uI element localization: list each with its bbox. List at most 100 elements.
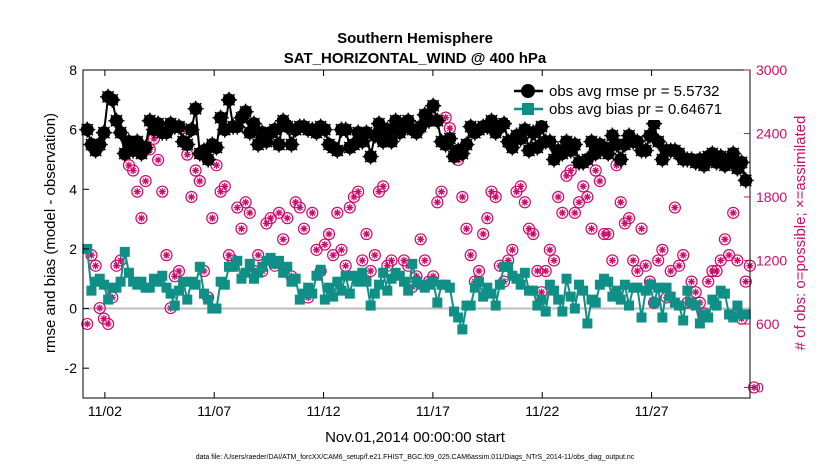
bias-point xyxy=(315,264,326,275)
count-assimilated-marker xyxy=(467,251,475,259)
count-assimilated-marker xyxy=(729,209,737,217)
bias-point xyxy=(203,294,214,305)
count-assimilated-marker xyxy=(387,256,396,265)
plot-frame xyxy=(82,69,751,399)
bias-point xyxy=(611,285,622,296)
count-assimilated-marker xyxy=(137,214,146,222)
count-assimilated-marker xyxy=(279,235,287,243)
bias-point xyxy=(248,273,259,284)
bias-point xyxy=(569,303,580,314)
count-assimilated-marker xyxy=(654,256,662,265)
x-tick-label: 11/02 xyxy=(88,403,122,419)
bias-point xyxy=(219,279,230,290)
bias-point xyxy=(319,294,330,305)
count-possible-marker xyxy=(677,249,690,262)
rmse-point-star xyxy=(579,151,596,168)
rmse-point-star xyxy=(637,142,654,159)
bias-point xyxy=(136,276,147,287)
count-possible-marker xyxy=(252,249,265,262)
count-assimilated-marker xyxy=(750,383,758,392)
count-assimilated-marker xyxy=(92,262,100,270)
rmse-point-star xyxy=(179,136,196,153)
legend-box xyxy=(508,78,748,120)
count-assimilated-marker xyxy=(608,256,616,265)
count-possible-marker xyxy=(185,190,198,204)
bias-point xyxy=(115,276,126,287)
count-possible-marker xyxy=(552,190,565,204)
x-tick-label: 11/27 xyxy=(635,403,669,419)
count-assimilated-marker xyxy=(267,214,275,222)
count-possible-marker xyxy=(460,222,473,235)
count-possible-marker xyxy=(581,190,594,204)
count-possible-marker xyxy=(702,275,715,288)
count-possible-marker xyxy=(377,180,390,193)
bias-point xyxy=(469,282,480,293)
count-possible-marker xyxy=(306,206,319,219)
bias-point xyxy=(182,294,193,305)
count-possible-marker xyxy=(318,238,331,251)
bias-point xyxy=(682,285,693,296)
bias-point xyxy=(403,285,414,296)
rmse-point-star xyxy=(183,121,200,138)
rmse-point-star xyxy=(187,100,204,117)
bias-point xyxy=(661,282,672,293)
count-assimilated-marker xyxy=(596,177,604,185)
count-assimilated-marker xyxy=(367,267,375,275)
count-assimilated-marker xyxy=(617,198,625,206)
count-assimilated-marker xyxy=(583,193,591,201)
count-assimilated-marker xyxy=(96,304,104,312)
bias-point xyxy=(165,288,176,299)
bias-point xyxy=(323,282,334,293)
count-possible-marker xyxy=(672,259,686,272)
count-assimilated-marker xyxy=(550,256,558,265)
bias-point xyxy=(690,300,701,311)
count-possible-marker xyxy=(710,264,723,278)
count-assimilated-marker xyxy=(333,209,341,217)
count-assimilated-marker xyxy=(667,267,675,275)
bias-point xyxy=(98,279,109,290)
count-possible-marker xyxy=(543,243,556,256)
bias-point xyxy=(490,300,501,311)
count-possible-marker xyxy=(431,196,444,209)
count-assimilated-marker xyxy=(187,193,196,201)
bias-point xyxy=(519,267,530,278)
bias-point xyxy=(294,294,305,305)
count-possible-marker xyxy=(172,264,186,278)
bias-point xyxy=(678,315,689,326)
bias-point xyxy=(265,252,276,263)
bias-point xyxy=(198,288,209,299)
count-assimilated-marker xyxy=(212,161,221,169)
bias-point xyxy=(607,291,618,302)
rmse-point-star xyxy=(91,136,108,153)
bias-point xyxy=(365,300,376,311)
count-assimilated-marker xyxy=(483,214,491,222)
count-assimilated-marker xyxy=(575,198,583,206)
bias-point xyxy=(361,276,372,287)
bias-point xyxy=(282,261,293,272)
bias-point xyxy=(528,285,539,296)
count-possible-marker xyxy=(435,185,448,198)
count-possible-marker xyxy=(627,254,640,267)
bias-point xyxy=(348,270,359,281)
y-tick-label-right: 600 xyxy=(756,316,780,332)
bias-point xyxy=(657,312,668,323)
bias-point xyxy=(244,258,255,269)
bias-point xyxy=(444,282,455,293)
rmse-point-star xyxy=(200,151,217,168)
y-tick-label-right: 1800 xyxy=(756,189,787,205)
bias-point xyxy=(153,276,164,287)
bias-point xyxy=(640,285,651,296)
count-possible-marker xyxy=(160,249,173,262)
count-possible-marker xyxy=(131,185,144,198)
count-assimilated-marker xyxy=(692,288,700,296)
count-assimilated-marker xyxy=(83,320,91,328)
count-possible-marker xyxy=(606,254,619,267)
rmse-point-star xyxy=(329,142,346,159)
bias-point xyxy=(103,294,114,305)
count-assimilated-marker xyxy=(442,114,450,122)
count-possible-marker xyxy=(418,254,431,267)
count-assimilated-marker xyxy=(354,188,362,196)
count-possible-marker xyxy=(343,201,356,214)
count-assimilated-marker xyxy=(142,177,150,185)
